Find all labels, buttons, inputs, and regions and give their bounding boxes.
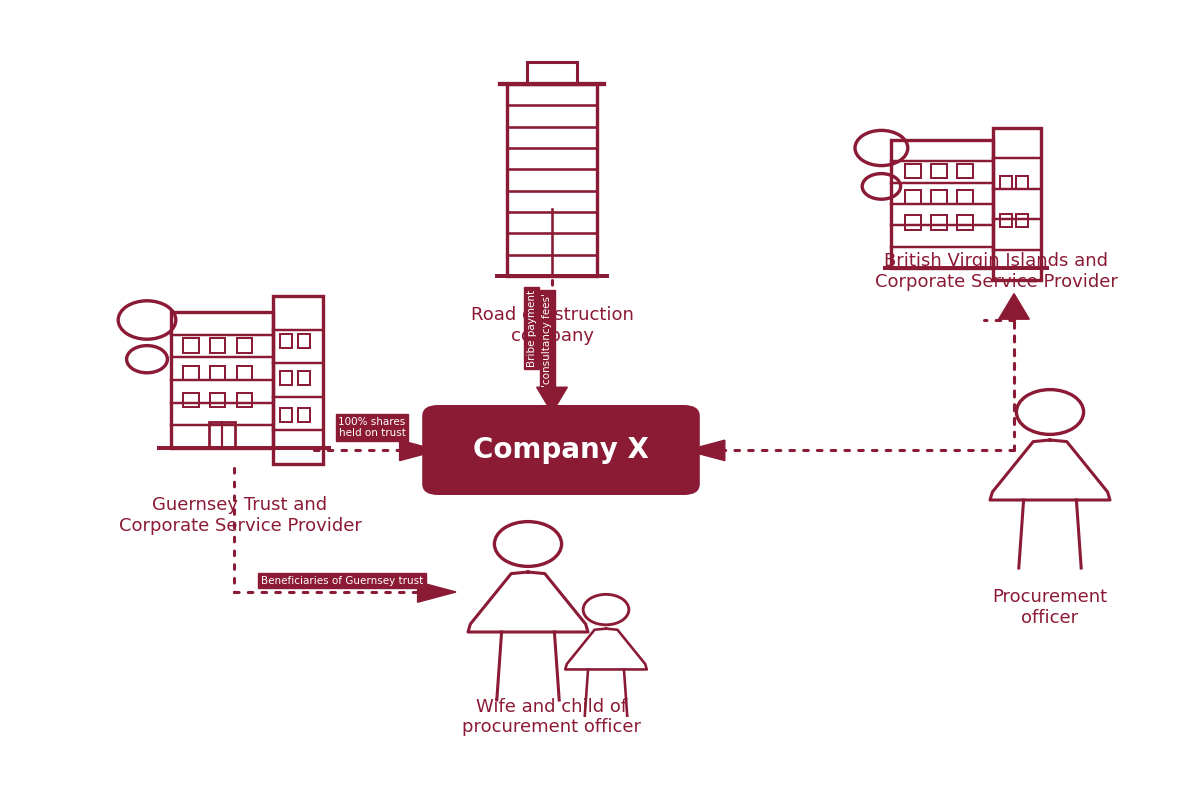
Bar <box>298 334 310 348</box>
Bar <box>182 338 199 353</box>
Text: Procurement
officer: Procurement officer <box>992 588 1108 627</box>
Bar <box>1001 214 1013 227</box>
Bar <box>1016 214 1028 227</box>
Bar <box>298 407 310 422</box>
Bar <box>236 338 252 353</box>
Bar <box>527 62 577 84</box>
Bar <box>281 370 293 385</box>
Polygon shape <box>400 440 438 461</box>
Text: Guernsey Trust and
Corporate Service Provider: Guernsey Trust and Corporate Service Pro… <box>119 496 361 534</box>
Bar <box>209 422 235 448</box>
Bar <box>1001 176 1013 189</box>
Bar <box>182 393 199 407</box>
Bar <box>298 370 310 385</box>
Bar <box>274 296 324 464</box>
Bar <box>906 190 922 204</box>
Bar <box>906 164 922 178</box>
Bar <box>906 215 922 230</box>
Bar <box>931 215 947 230</box>
Text: Wife and child of
procurement officer: Wife and child of procurement officer <box>462 698 642 736</box>
Bar <box>170 312 272 448</box>
Bar <box>210 393 226 407</box>
Polygon shape <box>536 387 568 413</box>
Bar <box>210 366 226 380</box>
Text: Beneficiaries of Guernsey trust: Beneficiaries of Guernsey trust <box>260 576 424 586</box>
Bar <box>1016 176 1028 189</box>
Bar <box>508 84 598 276</box>
Bar <box>931 190 947 204</box>
Bar <box>958 215 973 230</box>
Bar <box>931 164 947 178</box>
Polygon shape <box>418 582 456 602</box>
Bar <box>182 366 199 380</box>
FancyBboxPatch shape <box>424 406 698 494</box>
Bar <box>892 140 994 268</box>
Bar <box>210 338 226 353</box>
Text: 100% shares
held on trust: 100% shares held on trust <box>338 417 406 438</box>
Bar <box>994 128 1042 280</box>
Text: 'consultancy fees': 'consultancy fees' <box>542 293 552 387</box>
Text: Company X: Company X <box>473 436 649 464</box>
Bar <box>958 190 973 204</box>
Text: Bribe payment: Bribe payment <box>527 290 536 366</box>
Text: Road construction
company: Road construction company <box>470 306 634 346</box>
Bar <box>281 334 293 348</box>
Bar <box>281 407 293 422</box>
Text: British Virgin Islands and
Corporate Service Provider: British Virgin Islands and Corporate Ser… <box>875 252 1117 291</box>
Bar <box>236 366 252 380</box>
Polygon shape <box>686 440 725 461</box>
Bar <box>236 393 252 407</box>
Polygon shape <box>998 294 1030 319</box>
Bar <box>958 164 973 178</box>
